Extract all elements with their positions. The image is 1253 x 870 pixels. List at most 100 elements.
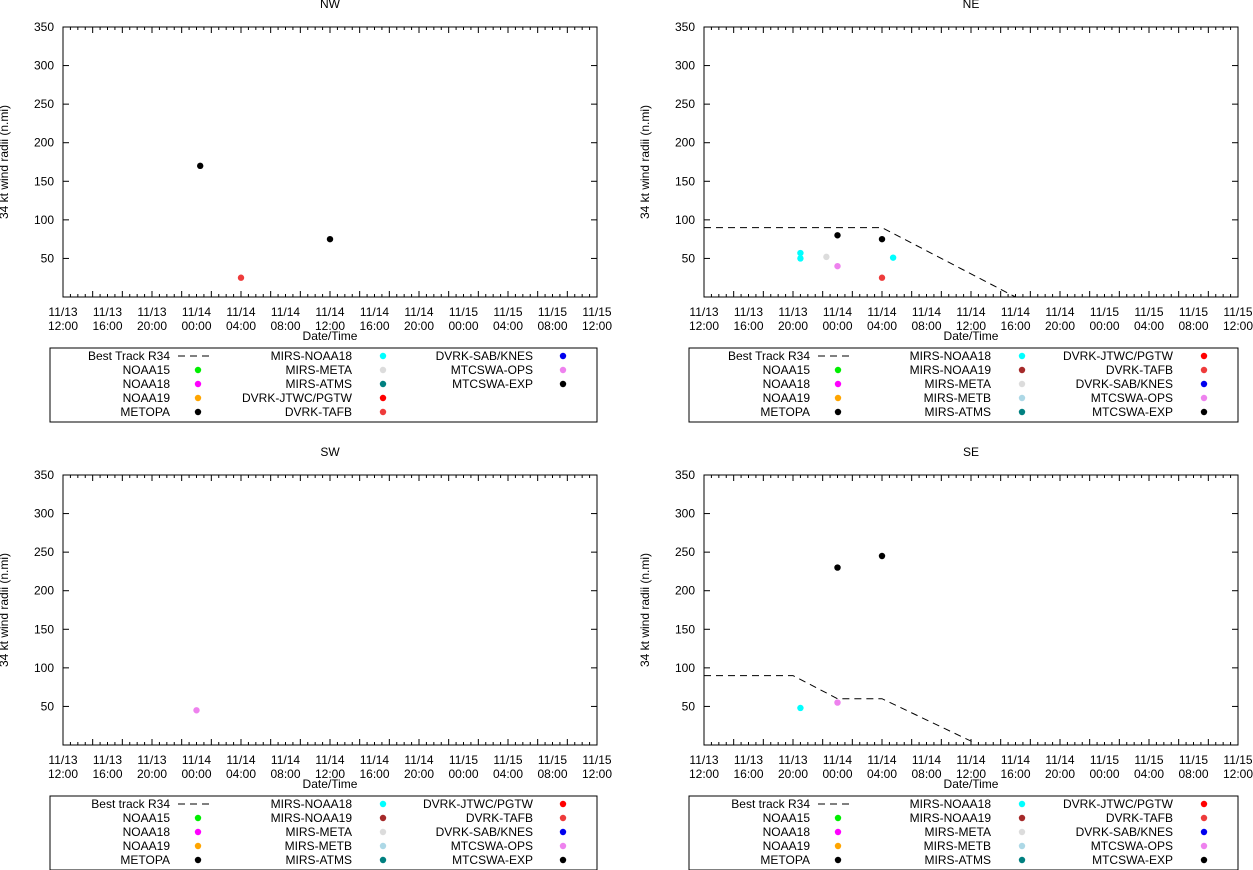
x-tick-label-time: 00:00 bbox=[822, 767, 852, 781]
x-tick-label-date: 11/13 bbox=[48, 753, 77, 767]
y-tick-label: 300 bbox=[34, 59, 54, 73]
legend-dot-swatch bbox=[379, 366, 387, 374]
legend-dot-swatch bbox=[559, 842, 567, 850]
x-tick-label-date: 11/15 bbox=[582, 753, 611, 767]
best-track-line bbox=[704, 675, 976, 746]
y-tick-label: 300 bbox=[675, 59, 695, 73]
data-point-mtcswa-exp bbox=[326, 235, 334, 243]
x-tick-label-date: 11/14 bbox=[912, 305, 941, 319]
data-point-mtcswa-ops bbox=[193, 707, 200, 714]
legend-label: Best Track R34 bbox=[88, 349, 170, 363]
legend-label: METOPA bbox=[760, 853, 810, 867]
x-tick-label-date: 11/15 bbox=[538, 753, 567, 767]
x-tick-label-time: 16:00 bbox=[92, 767, 122, 781]
legend-label: MIRS-META bbox=[925, 377, 991, 391]
x-tick-label-date: 11/13 bbox=[778, 753, 807, 767]
x-tick-label-date: 11/15 bbox=[1090, 305, 1119, 319]
x-tick-label-date: 11/14 bbox=[315, 305, 344, 319]
x-tick-label-date: 11/14 bbox=[867, 305, 896, 319]
legend-label: MTCSWA-OPS bbox=[1091, 391, 1173, 405]
y-tick-label: 250 bbox=[34, 545, 54, 559]
x-tick-label-time: 04:00 bbox=[867, 319, 897, 333]
x-tick-label-date: 11/15 bbox=[449, 753, 478, 767]
y-axis-label: 34 kt wind radii (n.mi) bbox=[0, 553, 11, 667]
x-tick-label-time: 04:00 bbox=[493, 319, 523, 333]
x-tick-label-time: 08:00 bbox=[537, 767, 567, 781]
x-tick-label-date: 11/13 bbox=[689, 305, 718, 319]
legend-dot-swatch bbox=[1018, 814, 1026, 822]
legend-label: DVRK-SAB/KNES bbox=[436, 825, 533, 839]
x-tick-label-date: 11/14 bbox=[226, 753, 255, 767]
x-tick-label-time: 08:00 bbox=[911, 319, 941, 333]
legend-label: MTCSWA-OPS bbox=[451, 839, 533, 853]
data-point-mirs-noaa18 bbox=[797, 255, 804, 262]
legend-dot-swatch bbox=[1200, 366, 1208, 374]
x-tick-label-date: 11/15 bbox=[582, 305, 611, 319]
x-tick-label-date: 11/14 bbox=[226, 305, 255, 319]
legend-dot-swatch bbox=[1200, 800, 1208, 808]
y-tick-label: 350 bbox=[34, 20, 54, 34]
y-axis-label: 34 kt wind radii (n.mi) bbox=[638, 105, 652, 219]
x-tick-label-date: 11/15 bbox=[1134, 753, 1163, 767]
legend-label: MTCSWA-EXP bbox=[452, 377, 533, 391]
legend-dot-swatch bbox=[1200, 814, 1208, 822]
x-tick-label-time: 20:00 bbox=[137, 767, 167, 781]
legend-dot-swatch bbox=[379, 408, 387, 416]
x-tick-label-time: 08:00 bbox=[270, 767, 300, 781]
data-point-mtcswa-ops bbox=[834, 262, 841, 270]
x-tick-label-time: 08:00 bbox=[270, 319, 300, 333]
legend-dot-swatch bbox=[1200, 352, 1208, 360]
legend-dot-swatch bbox=[559, 814, 567, 822]
legend-dot-swatch bbox=[194, 842, 202, 850]
chart-panel-sw: SW3503002502001501005011/1312:0011/1316:… bbox=[0, 445, 612, 870]
legend-dot-swatch bbox=[834, 366, 842, 374]
x-tick-label-time: 16:00 bbox=[359, 767, 389, 781]
y-tick-label: 200 bbox=[675, 136, 695, 150]
x-tick-label-time: 16:00 bbox=[359, 319, 389, 333]
x-tick-label-time: 12:00 bbox=[315, 767, 345, 781]
x-tick-label-time: 20:00 bbox=[137, 319, 167, 333]
data-point-metopa bbox=[834, 232, 841, 239]
x-tick-label-time: 12:00 bbox=[956, 767, 986, 781]
legend-dot-swatch bbox=[379, 828, 387, 836]
legend-label: MIRS-META bbox=[286, 363, 352, 377]
legend-dot-swatch bbox=[834, 828, 842, 836]
x-tick-label-date: 11/14 bbox=[404, 753, 433, 767]
legend-dot-swatch bbox=[194, 394, 202, 402]
chart-title: SE bbox=[963, 445, 979, 459]
x-tick-label-time: 16:00 bbox=[733, 319, 763, 333]
x-tick-label-time: 08:00 bbox=[911, 767, 941, 781]
x-tick-label-date: 11/14 bbox=[1045, 305, 1074, 319]
y-tick-label: 200 bbox=[675, 584, 695, 598]
x-tick-label-time: 04:00 bbox=[867, 767, 897, 781]
legend-label: DVRK-TAFB bbox=[1106, 363, 1173, 377]
x-tick-label-date: 11/14 bbox=[867, 753, 896, 767]
y-tick-label: 50 bbox=[41, 251, 55, 265]
x-tick-label-time: 00:00 bbox=[448, 767, 478, 781]
y-tick-label: 150 bbox=[34, 174, 54, 188]
y-tick-label: 250 bbox=[675, 545, 695, 559]
data-point-mtcswa-exp bbox=[878, 552, 886, 560]
legend-label: NOAA19 bbox=[123, 391, 171, 405]
legend-label: MIRS-ATMS bbox=[925, 405, 991, 419]
legend-dot-swatch bbox=[1018, 842, 1026, 850]
data-point-dvrk-tafb bbox=[237, 274, 245, 281]
legend-label: MIRS-NOAA19 bbox=[271, 811, 353, 825]
x-tick-label-date: 11/14 bbox=[360, 305, 389, 319]
x-tick-label-time: 12:00 bbox=[1223, 319, 1253, 333]
legend-label: METOPA bbox=[760, 405, 810, 419]
y-axis-label: 34 kt wind radii (n.mi) bbox=[0, 105, 11, 219]
legend-frame bbox=[49, 795, 598, 870]
data-point-metopa bbox=[197, 162, 204, 170]
legend-dot-swatch bbox=[834, 842, 842, 850]
x-tick-label-date: 11/14 bbox=[823, 753, 852, 767]
legend-dot-swatch bbox=[379, 394, 387, 402]
legend-dot-swatch bbox=[194, 380, 202, 388]
plot-frame bbox=[703, 26, 1239, 298]
data-point-mirs-noaa18 bbox=[797, 704, 804, 712]
y-tick-label: 200 bbox=[34, 584, 54, 598]
